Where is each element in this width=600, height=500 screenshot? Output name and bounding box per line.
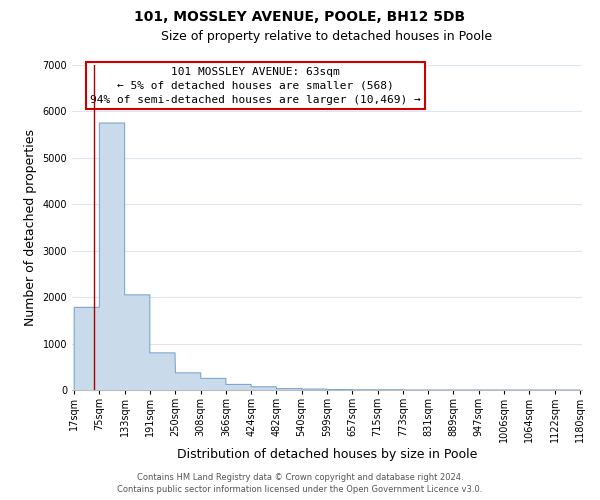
Y-axis label: Number of detached properties: Number of detached properties [24, 129, 37, 326]
Text: 101 MOSSLEY AVENUE: 63sqm
← 5% of detached houses are smaller (568)
94% of semi-: 101 MOSSLEY AVENUE: 63sqm ← 5% of detach… [90, 66, 421, 104]
X-axis label: Distribution of detached houses by size in Poole: Distribution of detached houses by size … [177, 448, 477, 461]
Title: Size of property relative to detached houses in Poole: Size of property relative to detached ho… [161, 30, 493, 43]
Text: 101, MOSSLEY AVENUE, POOLE, BH12 5DB: 101, MOSSLEY AVENUE, POOLE, BH12 5DB [134, 10, 466, 24]
Text: Contains HM Land Registry data © Crown copyright and database right 2024.
Contai: Contains HM Land Registry data © Crown c… [118, 473, 482, 494]
